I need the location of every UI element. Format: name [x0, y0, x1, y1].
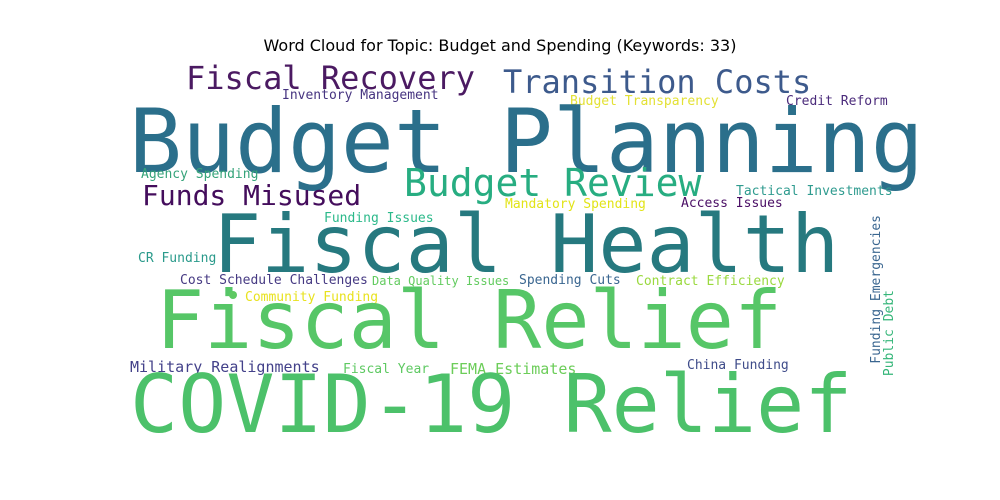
word: Military Realignments	[130, 358, 320, 376]
word: Funding Issues	[324, 211, 434, 226]
word-cloud: Fiscal Recovery Transition Costs Invento…	[125, 59, 924, 451]
word: Mandatory Spending	[505, 197, 646, 212]
word: Budget Transparency	[570, 94, 719, 109]
word: Budget Review	[404, 161, 702, 205]
word: Tactical Investments	[736, 184, 893, 199]
word: Data Quality Issues	[372, 274, 510, 288]
word: Public Debt	[882, 290, 897, 377]
word: Community Funding	[245, 290, 379, 305]
word: Funds Misused	[142, 179, 362, 212]
word: FEMA Estimates	[450, 360, 577, 378]
dot-mark	[229, 291, 237, 299]
word: Fiscal Relief	[156, 274, 783, 367]
word: Credit Reform	[786, 94, 888, 109]
word: Agency Spending	[141, 167, 259, 182]
word: Fiscal Health	[213, 198, 840, 291]
word: Inventory Management	[282, 88, 439, 103]
word: CR Funding	[138, 251, 217, 266]
word: Transition Costs	[503, 63, 812, 101]
chart-title: Word Cloud for Topic: Budget and Spendin…	[263, 36, 737, 55]
word: Budget Planning	[129, 90, 924, 193]
word: Contract Efficiency	[636, 274, 785, 289]
word: Access Issues	[681, 196, 783, 211]
word: COVID-19 Relief	[130, 358, 853, 451]
word: Cost Schedule Challenges	[180, 273, 368, 288]
word: Fiscal Year	[343, 362, 430, 377]
word: Spending Cuts	[519, 273, 621, 288]
word: Fiscal Recovery	[186, 59, 475, 97]
word: China Funding	[687, 358, 789, 373]
